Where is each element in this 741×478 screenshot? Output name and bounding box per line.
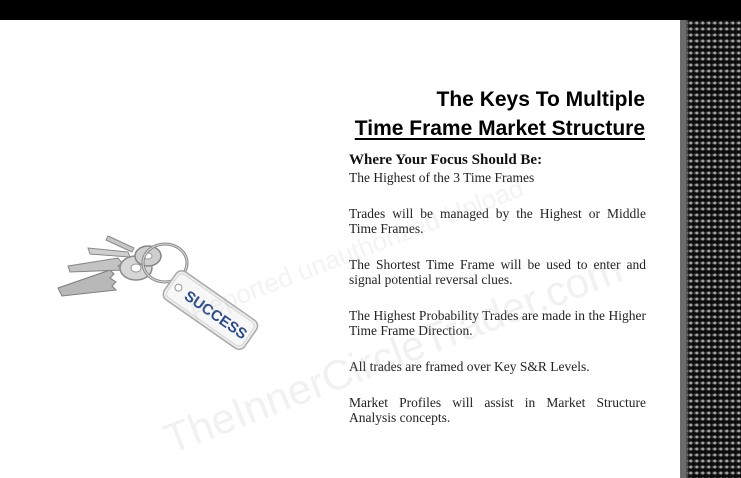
paragraph: The Highest Probability Trades are made … xyxy=(349,308,646,338)
paragraph: All trades are framed over Key S&R Level… xyxy=(349,359,590,374)
title-line-2: Time Frame Market Structure xyxy=(354,117,645,140)
paragraph: The Shortest Time Frame will be used to … xyxy=(349,257,646,287)
paragraph: Market Profiles will assist in Market St… xyxy=(349,395,646,425)
presentation-slide: SUCCESS The Keys To Multiple Time Frame … xyxy=(0,20,680,478)
slide-title: The Keys To Multiple Time Frame Market S… xyxy=(330,85,645,143)
right-textured-border xyxy=(680,20,741,478)
focus-subtext: The Highest of the 3 Time Frames xyxy=(349,170,535,185)
keys-with-success-tag-image: SUCCESS xyxy=(57,235,259,351)
title-line-1: The Keys To Multiple xyxy=(436,88,645,111)
keys-icon xyxy=(57,235,189,297)
success-tag: SUCCESS xyxy=(162,269,259,351)
slide-body: Where Your Focus Should Be: The Highest … xyxy=(349,152,646,426)
paragraph: Trades will be managed by the Highest or… xyxy=(349,206,646,236)
focus-heading: Where Your Focus Should Be: xyxy=(349,152,543,168)
